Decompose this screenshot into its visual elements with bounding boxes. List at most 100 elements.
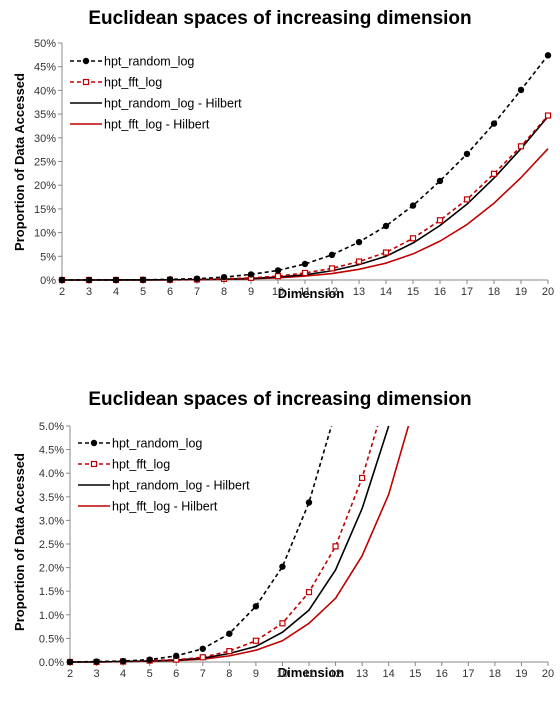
x-tick-label: 4: [113, 286, 119, 298]
data-point: [193, 275, 201, 282]
data-point: [305, 499, 313, 506]
x-tick-label: 16: [436, 668, 448, 680]
legend-marker: [90, 439, 98, 447]
y-tick-label: 3.0%: [39, 515, 64, 527]
x-tick-label: 5: [140, 286, 146, 298]
y-axis-title: Proportion of Data Accessed: [12, 73, 27, 251]
y-tick-label: 10%: [34, 228, 56, 240]
data-point: [274, 273, 282, 280]
data-point: [436, 177, 444, 185]
data-point: [355, 238, 363, 246]
data-point: [199, 645, 206, 652]
data-point: [166, 276, 174, 283]
legend-label: hpt_fft_log - Hilbert: [104, 118, 210, 132]
x-tick-label: 16: [434, 286, 446, 298]
x-tick-label: 18: [488, 286, 500, 298]
y-axis-title: Proportion of Data Accessed: [12, 453, 27, 631]
data-point: [328, 265, 336, 272]
y-tick-label: 15%: [34, 204, 56, 216]
legend: hpt_random_log hpt_fft_log hpt_random_log …: [70, 55, 242, 132]
y-tick-label: 45%: [34, 62, 56, 74]
series-line: [62, 148, 549, 281]
x-tick-label: 12: [326, 286, 338, 298]
x-tick-label: 6: [167, 286, 173, 298]
data-point: [279, 563, 286, 570]
data-point: [517, 143, 525, 150]
y-tick-label: 0%: [40, 275, 56, 287]
x-tick-label: 2: [67, 668, 73, 680]
data-point: [517, 86, 525, 94]
x-tick-label: 7: [200, 668, 206, 680]
data-point: [226, 648, 233, 655]
data-point: [463, 150, 471, 158]
x-tick-label: 8: [221, 286, 227, 298]
data-point: [490, 120, 498, 127]
y-tick-label: 3.5%: [39, 492, 64, 504]
data-point: [173, 652, 180, 660]
y-tick-label: 4.0%: [39, 468, 64, 480]
legend-marker: [82, 78, 90, 86]
data-point: [382, 222, 390, 230]
data-point: [305, 589, 313, 596]
data-point: [409, 202, 417, 209]
data-point: [252, 603, 260, 610]
data-point: [85, 276, 93, 284]
series-line: [62, 114, 549, 281]
legend-label: hpt_random_log: [104, 55, 194, 69]
x-tick-label: 19: [515, 286, 527, 298]
x-axis-title: Dimension: [278, 286, 345, 301]
x-tick-label: 6: [173, 668, 179, 680]
x-tick-label: 11: [299, 286, 310, 298]
x-tick-label: 13: [356, 668, 368, 680]
data-point: [332, 543, 339, 550]
x-tick-label: 13: [353, 286, 365, 298]
data-point: [139, 276, 147, 283]
legend-label: hpt_fft_log: [104, 76, 162, 90]
x-tick-label: 3: [86, 286, 92, 298]
x-tick-label: 9: [248, 286, 254, 298]
x-tick-label: 12: [329, 668, 341, 680]
data-point: [247, 271, 255, 278]
data-point: [274, 267, 282, 274]
legend-label: hpt_random_log - Hilbert: [104, 97, 242, 111]
data-point: [328, 251, 336, 259]
x-tick-label: 5: [147, 668, 153, 680]
y-tick-label: 1.5%: [39, 586, 64, 598]
legend: hpt_random_log hpt_fft_log hpt_random_log …: [78, 437, 250, 514]
y-tick-label: 1.0%: [39, 610, 64, 622]
data-point: [93, 658, 100, 665]
x-tick-label: 7: [194, 286, 200, 298]
data-point: [146, 656, 153, 663]
data-point: [119, 657, 127, 665]
y-tick-label: 5.0%: [39, 421, 64, 433]
x-tick-label: 8: [226, 668, 232, 680]
x-tick-label: 11: [303, 668, 314, 680]
data-point: [409, 235, 417, 242]
x-tick-label: 9: [253, 668, 259, 680]
chart-bottom: Euclidean spaces of increasing dimension…: [12, 389, 554, 680]
x-tick-label: 10: [272, 286, 284, 298]
data-point: [382, 249, 390, 256]
chart-title: Euclidean spaces of increasing dimension: [88, 8, 471, 29]
chart-top: Euclidean spaces of increasing dimension…: [12, 8, 554, 301]
legend-label: hpt_random_log - Hilbert: [112, 479, 250, 493]
data-point: [252, 637, 259, 644]
y-tick-label: 5%: [40, 251, 56, 263]
data-point: [490, 170, 498, 177]
data-point: [301, 269, 309, 277]
y-tick-label: 30%: [34, 133, 56, 145]
x-tick-label: 20: [542, 286, 554, 298]
x-tick-label: 19: [515, 668, 527, 680]
data-point: [112, 276, 120, 284]
y-tick-label: 25%: [34, 157, 56, 169]
data-point: [355, 258, 363, 265]
y-tick-label: 2.0%: [39, 563, 64, 575]
y-tick-label: 20%: [34, 180, 56, 192]
series-line: [62, 115, 549, 281]
x-tick-label: 2: [59, 286, 65, 298]
y-tick-label: 50%: [34, 38, 56, 50]
x-tick-label: 15: [409, 668, 421, 680]
x-tick-label: 15: [407, 286, 419, 298]
x-tick-label: 14: [383, 668, 395, 680]
data-point: [544, 112, 552, 119]
